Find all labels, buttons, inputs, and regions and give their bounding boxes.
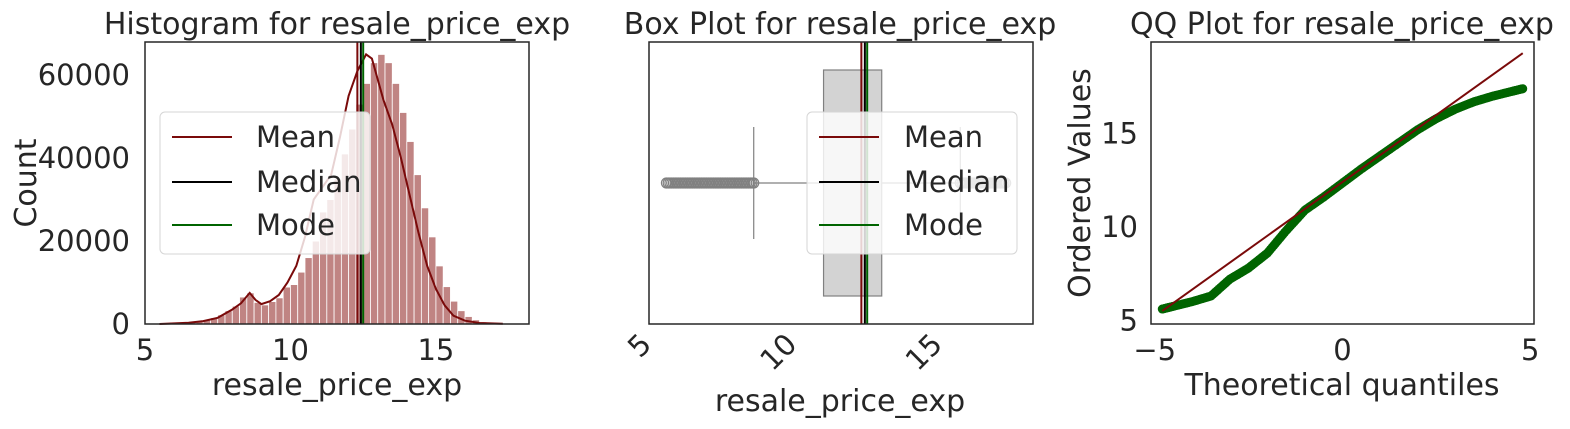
histogram-bar — [297, 271, 306, 325]
histogram-y-tick-label: 40000 — [38, 141, 130, 175]
histogram-bar — [275, 297, 284, 325]
histogram-bar — [282, 286, 291, 325]
histogram-y-ticks: 0 20000 40000 60000 — [38, 58, 130, 341]
qqplot-y-axis-label: Ordered Values — [1063, 68, 1098, 298]
histogram-title: Histogram for resale_price_exp — [104, 7, 570, 42]
histogram-y-tick-label: 60000 — [38, 58, 130, 92]
qqplot-x-ticks: −5 0 5 — [1133, 333, 1539, 367]
qqplot-x-tick-label: 0 — [1333, 333, 1351, 367]
boxplot-x-axis-label: resale_price_exp — [715, 384, 965, 419]
boxplot-axes-frame — [648, 41, 1034, 325]
boxplot-title: Box Plot for resale_price_exp — [624, 7, 1057, 42]
qqplot-x-axis-label: Theoretical quantiles — [1183, 368, 1499, 403]
histogram-bar — [413, 174, 422, 325]
qqplot-y-tick-label: 5 — [1120, 303, 1138, 337]
histogram-legend-mode-label: Mode — [256, 208, 335, 242]
histogram-panel: Histogram for resale_price_exp 5 10 15 0 20… — [9, 7, 570, 403]
histogram-bar — [268, 301, 277, 325]
histogram-bar — [406, 141, 415, 325]
boxplot-panel: Box Plot for resale_price_exp 5 10 15 resa… — [621, 7, 1056, 419]
histogram-y-tick-label: 20000 — [38, 224, 130, 258]
histogram-bar — [399, 112, 408, 325]
histogram-bar — [304, 257, 313, 325]
qqplot-x-tick-label: 5 — [1521, 333, 1539, 367]
boxplot-x-tick-label: 15 — [899, 327, 949, 377]
boxplot-legend-median-label: Median — [904, 165, 1009, 199]
histogram-x-tick-label: 10 — [272, 333, 309, 367]
qqplot-y-ticks: 5 10 15 — [1101, 117, 1138, 338]
boxplot-legend: Mean Median Mode — [806, 111, 1018, 255]
qqplot-y-tick-label: 15 — [1101, 117, 1138, 151]
qqplot-panel: QQ Plot for resale_price_exp −5 0 5 51015 … — [1063, 7, 1554, 403]
qqplot-fit-line — [1161, 52, 1524, 312]
histogram-x-ticks: 5 10 15 — [136, 333, 455, 367]
histogram-legend-median-label: Median — [256, 165, 361, 199]
histogram-x-tick-label: 5 — [136, 333, 154, 367]
qqplot-title: QQ Plot for resale_price_exp — [1130, 7, 1554, 42]
histogram-y-axis-label: Count — [9, 138, 44, 227]
qqplot-point — [1518, 84, 1528, 94]
histogram-axes-frame — [144, 41, 530, 325]
boxplot-x-tick-label: 10 — [753, 327, 803, 377]
histogram-bar — [384, 62, 393, 325]
boxplot-outlier-point — [748, 177, 760, 189]
histogram-bar — [370, 62, 379, 325]
qqplot-axes-frame — [1150, 41, 1535, 325]
histogram-x-axis-label: resale_price_exp — [212, 368, 462, 403]
qqplot-x-tick-label: −5 — [1133, 333, 1176, 367]
qqplot-y-tick-label: 10 — [1101, 210, 1138, 244]
histogram-y-tick-label: 0 — [112, 307, 130, 341]
histogram-legend-mean-label: Mean — [256, 120, 335, 154]
histogram-bar — [290, 284, 299, 325]
histogram-legend: Mean Median Mode — [159, 111, 371, 255]
histogram-legend-box — [159, 111, 371, 255]
histogram-bar — [391, 83, 400, 325]
histogram-x-tick-label: 15 — [417, 333, 454, 367]
boxplot-x-ticks: 5 10 15 — [621, 327, 949, 377]
boxplot-legend-mode-label: Mode — [904, 208, 983, 242]
histogram-bar — [260, 304, 270, 325]
boxplot-legend-box — [806, 111, 1018, 255]
histogram-bar — [253, 302, 262, 325]
boxplot-x-tick-label: 5 — [621, 327, 658, 364]
qqplot-points — [1157, 84, 1528, 314]
boxplot-legend-mean-label: Mean — [904, 120, 983, 154]
